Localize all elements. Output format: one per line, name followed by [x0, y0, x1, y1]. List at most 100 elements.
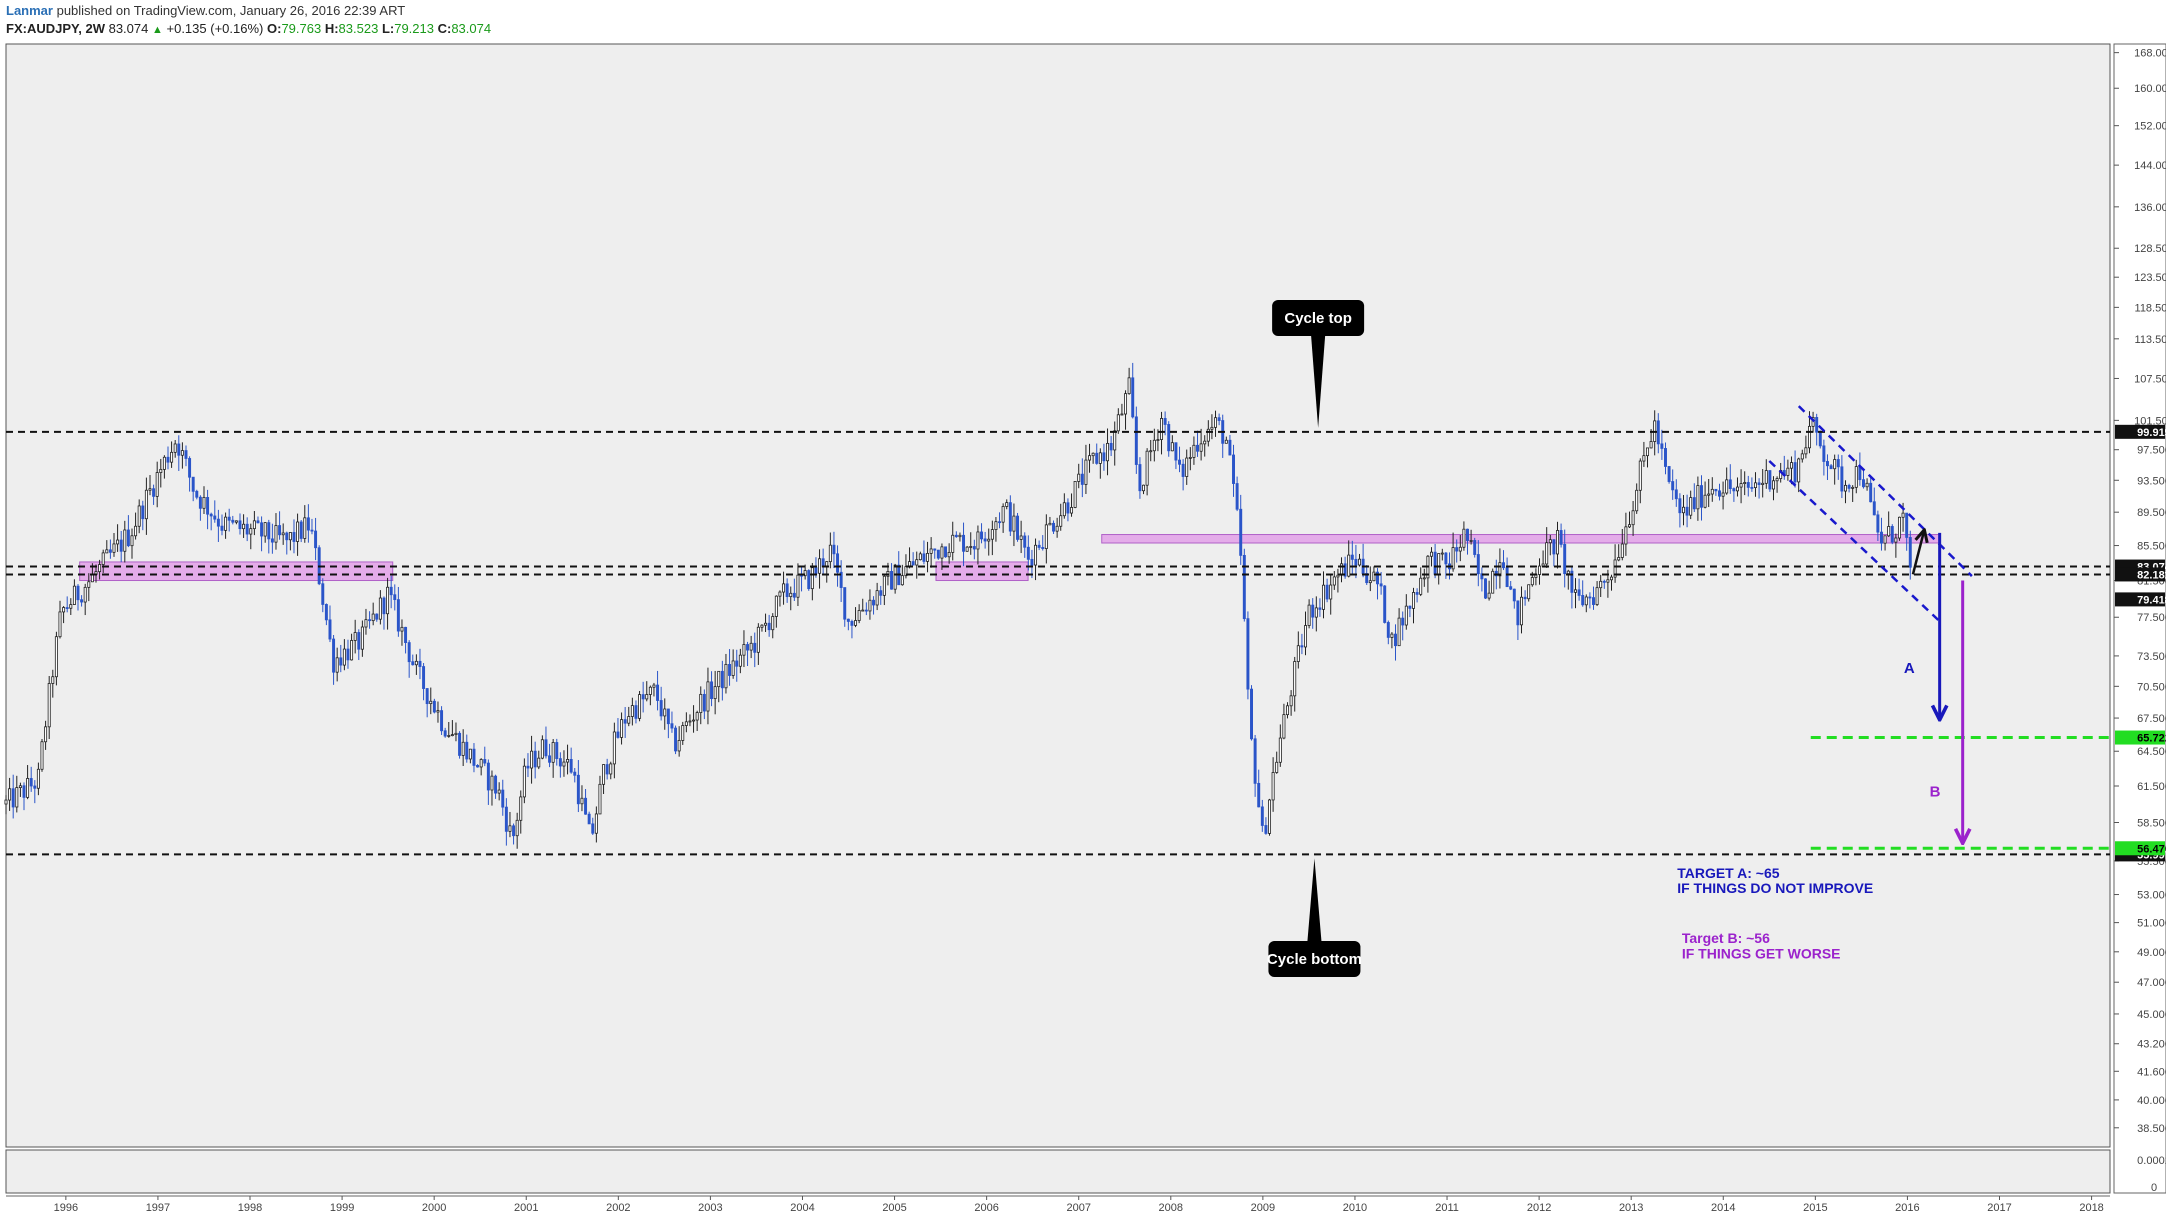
candle-body: [80, 599, 84, 603]
candle-body: [684, 721, 688, 726]
candle-body: [1678, 498, 1682, 514]
candle-body: [1671, 481, 1675, 491]
support-resistance-zone[interactable]: [1101, 534, 1941, 544]
channel-line[interactable]: [1768, 460, 1944, 625]
candle-body: [558, 758, 562, 767]
candle-body: [184, 450, 188, 459]
candle-body: [1872, 501, 1876, 516]
candle-body: [1264, 825, 1268, 834]
candle-body: [1620, 543, 1624, 558]
candle-body: [1592, 597, 1595, 605]
candle-body: [893, 564, 897, 590]
candle-body: [339, 657, 343, 666]
channel-line[interactable]: [1797, 405, 1973, 577]
candle-body: [998, 521, 1002, 524]
candle-body: [382, 597, 386, 615]
candle-body: [918, 553, 922, 561]
candle-body: [1055, 525, 1059, 532]
candle-body: [1739, 483, 1743, 488]
candle-body: [803, 570, 807, 577]
symbol-label[interactable]: FX:AUDJPY, 2W: [6, 21, 105, 36]
indicator-pane[interactable]: [5, 1149, 2111, 1194]
candle-body: [288, 532, 292, 541]
cycle-top-callout-box[interactable]: [1272, 300, 1365, 336]
candle-body: [792, 592, 796, 598]
candle-body: [213, 515, 217, 520]
candle-body: [134, 525, 138, 537]
candle-body: [26, 778, 30, 798]
candle-body: [468, 748, 472, 760]
candle-body: [1354, 558, 1358, 566]
candle-body: [1304, 625, 1307, 648]
candle-body: [767, 622, 771, 631]
candle-body: [191, 476, 195, 492]
candle-body: [1584, 596, 1588, 606]
candle-body: [371, 613, 375, 622]
candle-body: [1250, 688, 1253, 740]
cycle-bottom-callout-box[interactable]: [1268, 941, 1361, 977]
target-b-subtext: IF THINGS GET WORSE: [1682, 946, 1841, 962]
low-value: 79.213: [394, 21, 434, 36]
candle-body: [1822, 445, 1826, 462]
candle-body: [1865, 482, 1869, 488]
high-value: 83.523: [338, 21, 379, 36]
candle-body: [706, 681, 710, 712]
candle-body: [695, 712, 699, 721]
candle-body: [332, 638, 336, 673]
candle-body: [922, 553, 926, 562]
support-resistance-zone[interactable]: [935, 561, 1029, 582]
candle-body: [1595, 587, 1599, 605]
candle-body: [659, 700, 663, 717]
candle-body: [245, 523, 249, 535]
candle-body: [634, 705, 638, 719]
candle-body: [1084, 459, 1088, 485]
target-price-label: 65.722: [2137, 733, 2166, 745]
price-tick-label: 70.500: [2137, 681, 2166, 693]
price-axis[interactable]: [2113, 43, 2166, 1194]
candle-body: [911, 561, 915, 566]
label-a: A: [1904, 660, 1915, 677]
candle-body: [378, 597, 382, 620]
candle-body: [1772, 480, 1775, 490]
candle-body: [630, 705, 634, 717]
candle-body: [1066, 502, 1070, 514]
candle-body: [227, 516, 231, 521]
rebound-arrow[interactable]: [1911, 531, 1924, 575]
candle-body: [1116, 414, 1120, 432]
candle-body: [458, 732, 462, 756]
candle-body: [1825, 461, 1829, 467]
candle-body: [1106, 442, 1110, 462]
candle-body: [422, 666, 426, 689]
candle-body: [818, 558, 822, 574]
candle-body: [1376, 571, 1379, 585]
candle-body: [519, 796, 523, 821]
candle-body: [1282, 714, 1286, 739]
price-tick-label: 97.500: [2137, 445, 2166, 457]
candle-body: [1091, 452, 1095, 457]
price-tick-label: 38.500: [2137, 1123, 2166, 1135]
candle-body: [1887, 526, 1891, 537]
candle-body: [983, 538, 987, 542]
candle-body: [346, 648, 350, 661]
candle-body: [778, 591, 782, 597]
candle-body: [1098, 452, 1102, 464]
candle-body: [1412, 592, 1415, 609]
candle-body: [364, 619, 368, 628]
main-pane[interactable]: [5, 43, 2111, 1148]
price-tick-label: 64.500: [2137, 746, 2166, 758]
candle-body: [281, 532, 285, 536]
support-resistance-zone[interactable]: [79, 561, 394, 582]
candle-body: [656, 684, 660, 701]
author-link[interactable]: Lanmar: [6, 3, 53, 18]
candle-body: [1181, 463, 1185, 477]
candle-body: [1556, 530, 1559, 555]
candle-body: [1491, 570, 1495, 594]
candle-body: [868, 599, 872, 612]
candle-body: [940, 546, 944, 559]
price-tick-label: 51.000: [2137, 918, 2166, 930]
candle-body: [1797, 458, 1801, 483]
candle-body: [828, 544, 832, 563]
label-b: B: [1930, 784, 1941, 801]
candle-body: [1480, 573, 1484, 580]
